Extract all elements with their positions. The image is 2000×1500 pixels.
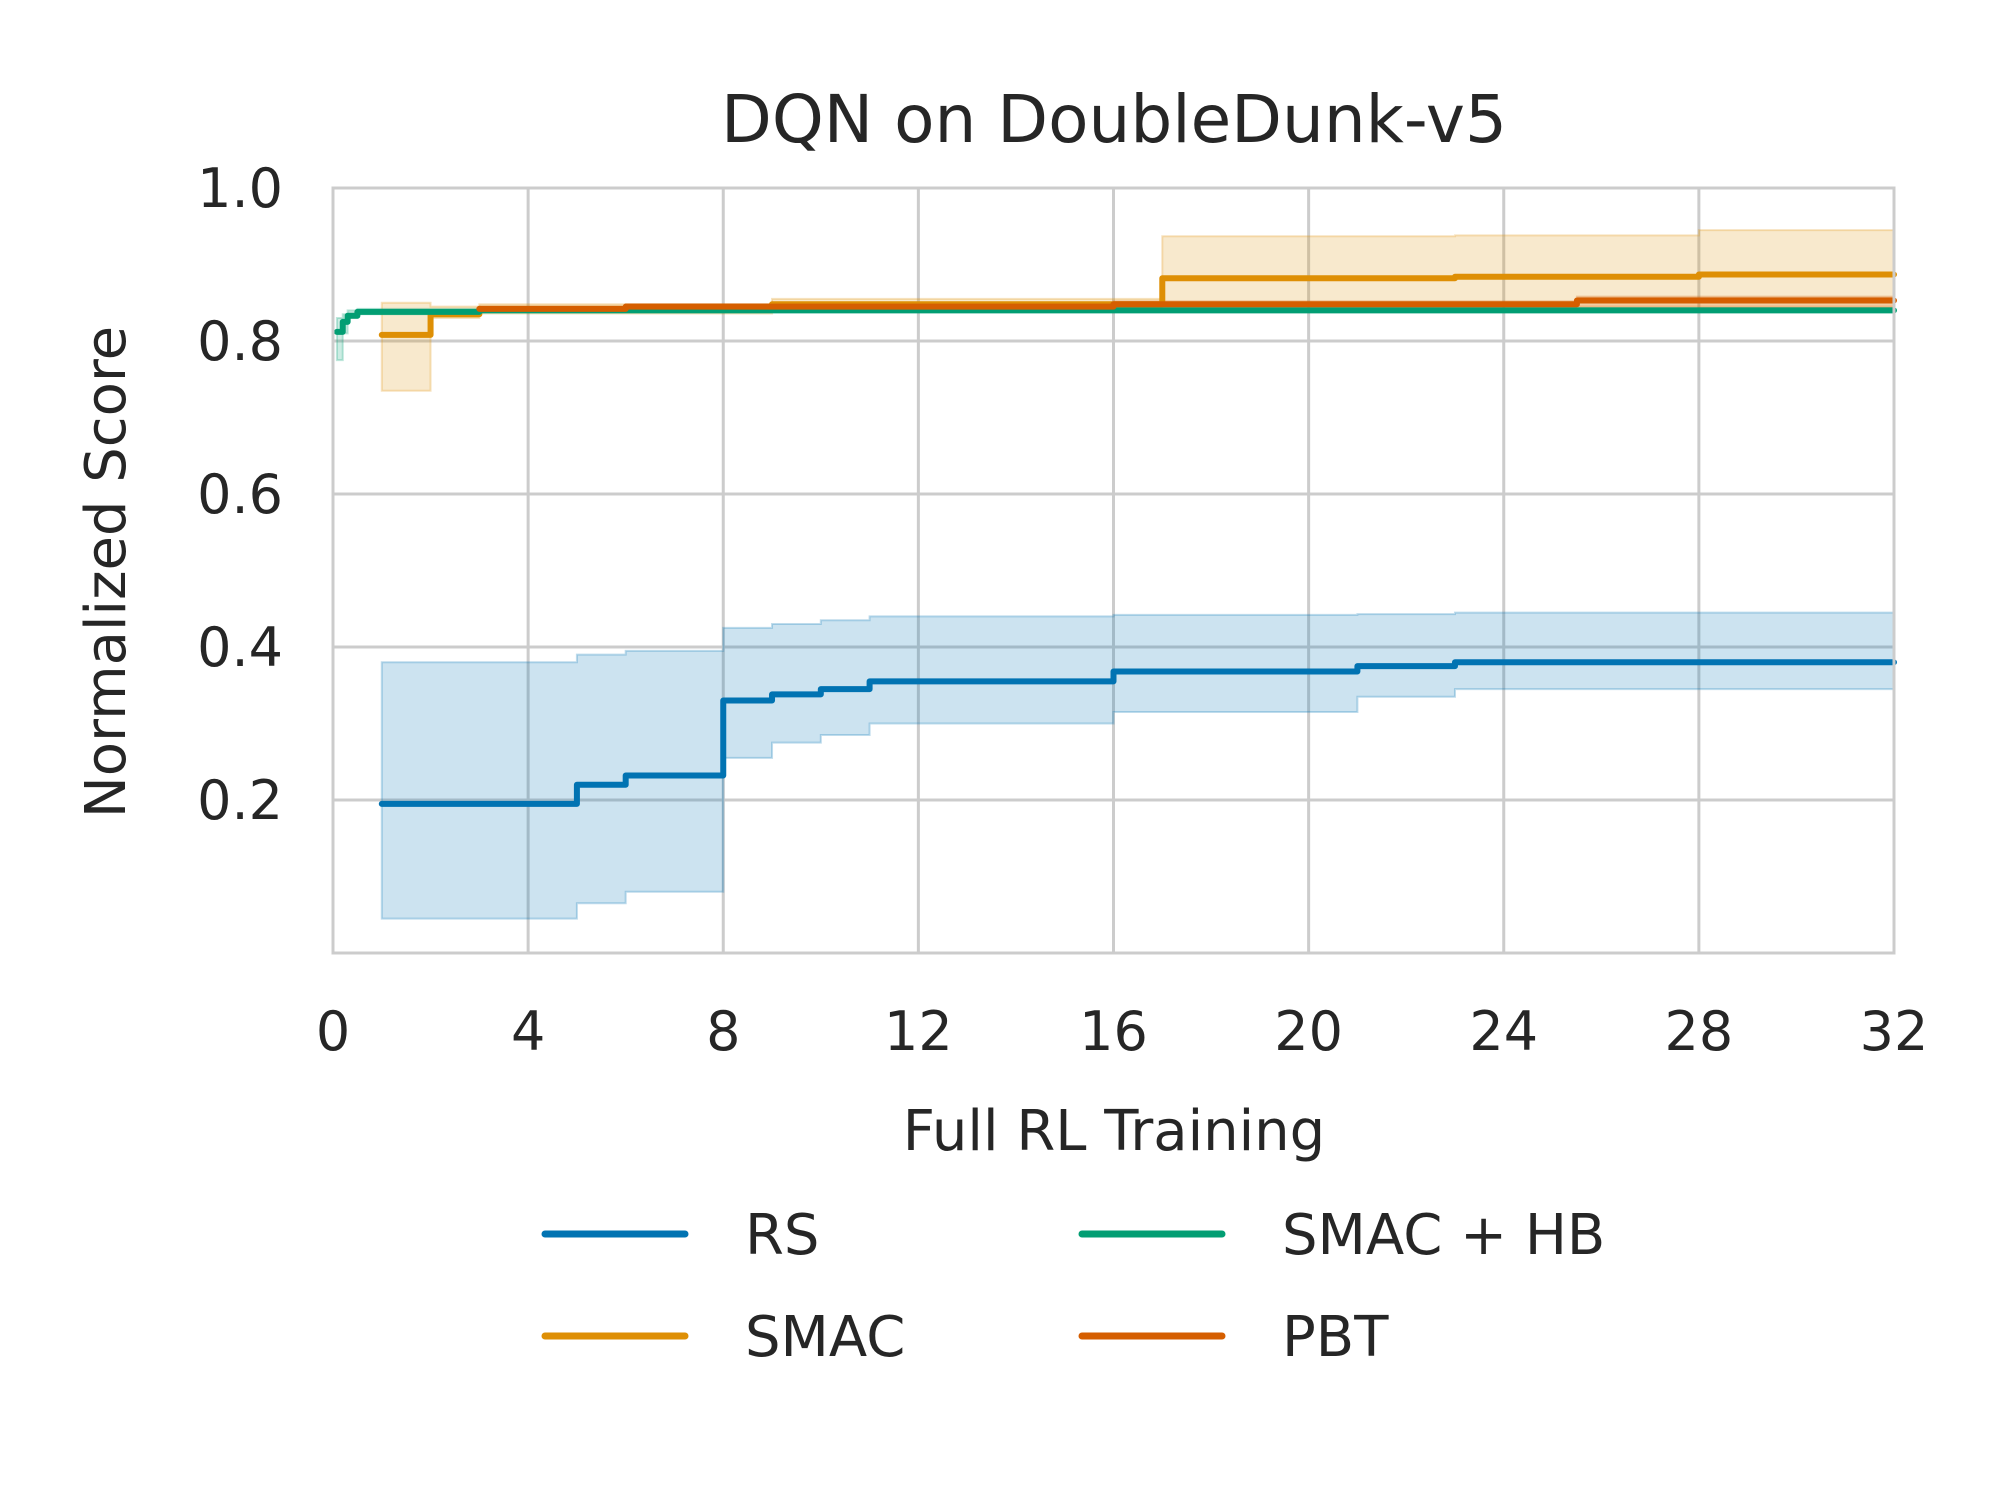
legend-label-pbt: PBT (1282, 1305, 1389, 1370)
x-tick-label: 12 (884, 1000, 953, 1063)
x-tick-label: 28 (1665, 1000, 1734, 1063)
x-tick-label: 24 (1469, 1000, 1538, 1063)
x-tick-label: 16 (1079, 1000, 1148, 1063)
band-rs (380, 611, 1895, 920)
x-tick-label: 20 (1274, 1000, 1343, 1063)
y-tick-label: 0.2 (197, 769, 283, 832)
legend: RS SMAC SMAC + HB PBT (541, 1203, 1605, 1370)
series-lines (333, 271, 1897, 807)
y-tick-label: 0.6 (197, 463, 283, 526)
legend-label-smac: SMAC (745, 1305, 905, 1370)
confidence-bands (335, 229, 1895, 920)
band-smac-hb (335, 307, 1895, 362)
chart-title: DQN on DoubleDunk-v5 (721, 81, 1507, 158)
y-tick-labels: 0.2 0.4 0.6 0.8 1.0 (197, 157, 283, 832)
legend-label-rs: RS (745, 1203, 819, 1268)
y-tick-label: 1.0 (197, 157, 283, 220)
line-pbt (476, 297, 1897, 312)
y-tick-label: 0.8 (197, 310, 283, 373)
x-tick-label: 8 (706, 1000, 740, 1063)
x-tick-labels: 0 4 8 12 16 20 24 28 32 (316, 1000, 1929, 1063)
y-tick-label: 0.4 (197, 616, 283, 679)
x-tick-label: 4 (511, 1000, 545, 1063)
line-rs (378, 659, 1897, 807)
x-axis-label: Full RL Training (903, 1099, 1325, 1164)
y-axis-label: Normalized Score (74, 326, 139, 818)
x-tick-label: 0 (316, 1000, 350, 1063)
legend-label-smac-hb: SMAC + HB (1282, 1203, 1605, 1268)
plot-frame (331, 186, 1896, 955)
x-tick-label: 32 (1860, 1000, 1929, 1063)
